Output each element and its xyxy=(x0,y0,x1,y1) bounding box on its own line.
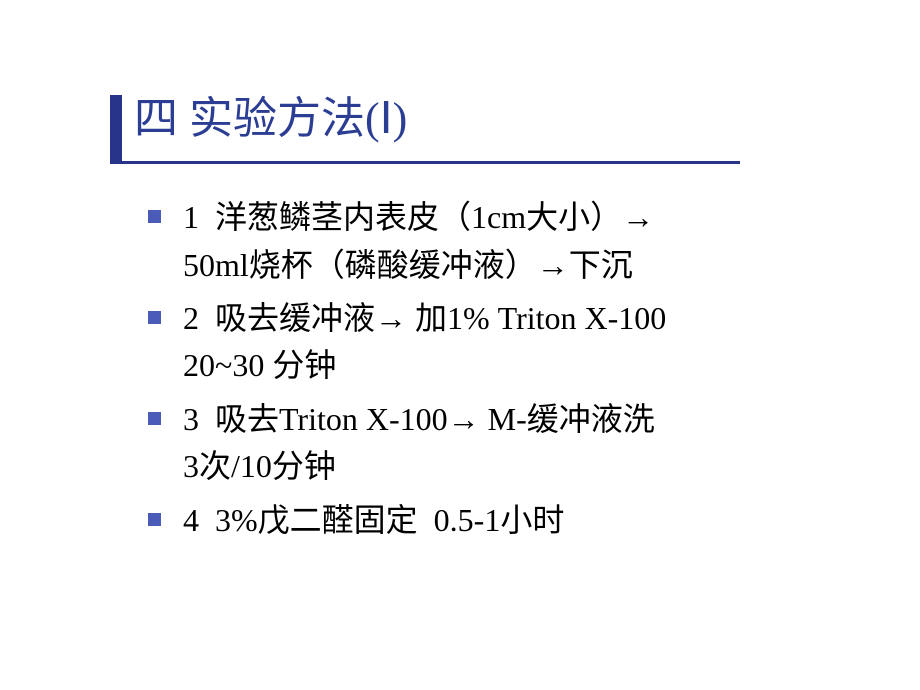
content-list: 1 洋葱鳞茎内表皮（1cm大小）→ 50ml烧杯（磷酸缓冲液）→下沉2 吸去缓冲… xyxy=(110,194,860,544)
list-item: 2 吸去缓冲液→ 加1% Triton X-100 20~30 分钟 xyxy=(148,295,860,390)
slide-title: 四 实验方法(Ⅰ) xyxy=(134,95,740,143)
square-bullet-icon xyxy=(148,210,161,223)
list-item-text: 4 3%戊二醛固定 0.5-1小时 xyxy=(183,497,564,544)
square-bullet-icon xyxy=(148,513,161,526)
title-block: 四 实验方法(Ⅰ) xyxy=(110,95,740,164)
list-item-text: 3 吸去Triton X-100→ M-缓冲液洗 3次/10分钟 xyxy=(183,396,655,491)
list-item-text: 2 吸去缓冲液→ 加1% Triton X-100 20~30 分钟 xyxy=(183,295,666,390)
list-item-text: 1 洋葱鳞茎内表皮（1cm大小）→ 50ml烧杯（磷酸缓冲液）→下沉 xyxy=(183,194,654,289)
square-bullet-icon xyxy=(148,412,161,425)
square-bullet-icon xyxy=(148,311,161,324)
slide: 四 实验方法(Ⅰ) 1 洋葱鳞茎内表皮（1cm大小）→ 50ml烧杯（磷酸缓冲液… xyxy=(0,0,920,690)
list-item: 4 3%戊二醛固定 0.5-1小时 xyxy=(148,497,860,544)
list-item: 3 吸去Triton X-100→ M-缓冲液洗 3次/10分钟 xyxy=(148,396,860,491)
list-item: 1 洋葱鳞茎内表皮（1cm大小）→ 50ml烧杯（磷酸缓冲液）→下沉 xyxy=(148,194,860,289)
